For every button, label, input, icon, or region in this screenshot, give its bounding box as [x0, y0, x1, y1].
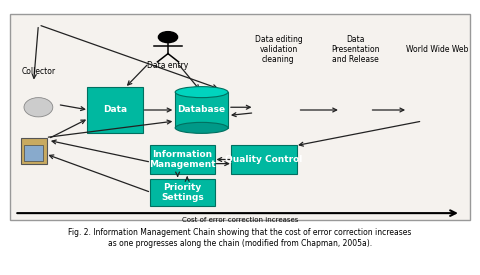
FancyBboxPatch shape — [87, 87, 143, 133]
Text: Fig. 2. Information Management Chain showing that the cost of error correction i: Fig. 2. Information Management Chain sho… — [68, 228, 412, 248]
Ellipse shape — [175, 87, 228, 98]
Text: Information
Management: Information Management — [149, 150, 216, 169]
Text: Data: Data — [103, 106, 127, 114]
Ellipse shape — [175, 122, 228, 133]
Text: Data entry: Data entry — [147, 62, 189, 70]
Ellipse shape — [24, 98, 53, 117]
FancyBboxPatch shape — [231, 145, 297, 174]
FancyBboxPatch shape — [24, 145, 43, 161]
Text: Cost of error correction increases: Cost of error correction increases — [182, 217, 298, 223]
Text: Data editing
validation
cleaning: Data editing validation cleaning — [254, 35, 302, 64]
FancyBboxPatch shape — [10, 14, 470, 220]
Text: Data
Presentation
and Release: Data Presentation and Release — [331, 35, 380, 64]
Text: World Wide Web: World Wide Web — [406, 45, 468, 54]
Text: Quality Control: Quality Control — [225, 155, 303, 164]
FancyBboxPatch shape — [21, 138, 47, 164]
Circle shape — [158, 32, 178, 43]
Text: Collector: Collector — [21, 67, 56, 76]
FancyBboxPatch shape — [150, 179, 215, 206]
Text: Priority
Settings: Priority Settings — [161, 183, 204, 202]
Bar — [175, 92, 228, 128]
Text: Database: Database — [178, 106, 226, 114]
FancyBboxPatch shape — [150, 145, 215, 174]
